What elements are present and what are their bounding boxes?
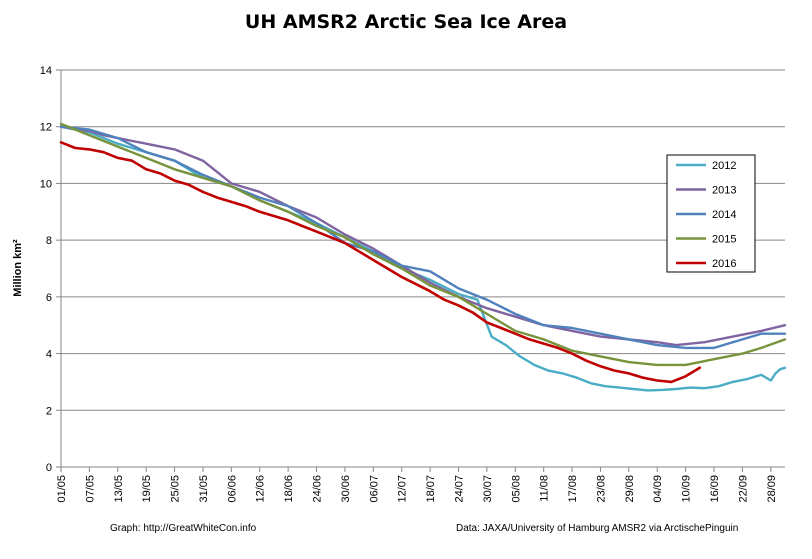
x-tick-label: 24/07 <box>453 475 465 503</box>
legend-label-2014: 2014 <box>712 209 736 221</box>
x-tick-label: 11/08 <box>539 475 551 502</box>
series-lines <box>59 122 787 392</box>
x-tick-label: 29/08 <box>624 475 636 503</box>
x-tick-label: 10/09 <box>681 475 693 503</box>
x-tick-label: 28/09 <box>766 475 778 503</box>
x-tick-label: 30/07 <box>482 475 494 503</box>
y-tick-label: 6 <box>46 292 52 304</box>
legend-label-2015: 2015 <box>712 234 736 246</box>
x-tick-label: 13/05 <box>113 475 125 503</box>
x-tick-label: 01/05 <box>56 475 68 503</box>
x-tick-label: 04/09 <box>652 475 664 503</box>
x-tick-label: 18/06 <box>283 475 295 503</box>
series-line-2016 <box>59 141 702 384</box>
chart-title: UH AMSR2 Arctic Sea Ice Area <box>245 11 567 33</box>
legend: 2012 2013 2014 2015 2016 <box>666 154 756 273</box>
series-line-2015 <box>59 122 787 367</box>
x-tick-label: 06/06 <box>226 475 238 503</box>
x-tick-label: 17/08 <box>567 475 579 503</box>
x-ticks: 01/05 07/05 13/05 19/05 25/05 31/05 06/06 12/06… <box>56 467 778 503</box>
x-tick-label: 07/05 <box>84 475 96 503</box>
x-tick-label: 22/09 <box>737 475 749 503</box>
x-tick-label: 06/07 <box>368 475 380 503</box>
y-tick-label: 14 <box>40 65 52 77</box>
y-tick-label: 2 <box>46 405 52 417</box>
series-line-2014 <box>59 125 787 350</box>
x-tick-label: 12/07 <box>397 475 409 503</box>
legend-label-2016: 2016 <box>712 258 736 270</box>
x-tick-label: 30/06 <box>340 475 352 503</box>
x-tick-label: 19/05 <box>141 475 153 503</box>
y-tick-label: 12 <box>40 122 52 134</box>
y-tick-label: 10 <box>40 178 52 190</box>
y-tick-label: 4 <box>46 349 52 361</box>
x-tick-label: 18/07 <box>425 475 437 503</box>
plot-frame <box>60 70 785 468</box>
x-tick-label: 16/09 <box>709 475 721 503</box>
credit-right: Data: JAXA/University of Hamburg AMSR2 v… <box>456 523 738 534</box>
series-line-2013 <box>59 125 787 347</box>
legend-label-2012: 2012 <box>712 160 736 172</box>
x-tick-label: 05/08 <box>510 475 522 503</box>
x-tick-label: 25/05 <box>170 475 182 503</box>
credit-left: Graph: http://GreatWhiteCon.info <box>110 523 257 534</box>
y-ticks: 0 2 4 6 8 10 12 14 <box>40 65 61 474</box>
x-tick-label: 31/05 <box>198 475 210 503</box>
x-tick-label: 23/08 <box>595 475 607 503</box>
x-tick-label: 24/06 <box>312 475 324 503</box>
y-tick-label: 0 <box>46 462 52 474</box>
legend-label-2013: 2013 <box>712 185 736 197</box>
y-tick-label: 8 <box>46 235 52 247</box>
x-tick-label: 12/06 <box>255 475 267 503</box>
y-axis-label: Million km² <box>12 239 24 297</box>
